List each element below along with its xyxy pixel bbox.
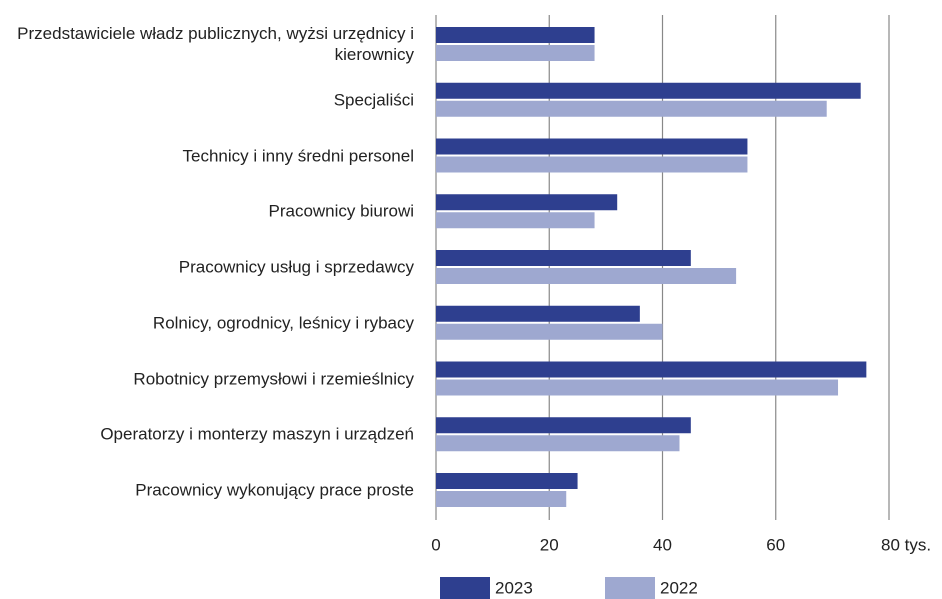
- bar: [436, 156, 748, 173]
- y-tick-label: Pracownicy usług i sprzedawcy: [178, 257, 414, 277]
- bar: [436, 491, 567, 507]
- x-tick-label: 40: [653, 535, 672, 554]
- y-tick-label: Technicy i inny średni personel: [182, 146, 414, 165]
- legend-swatch: [605, 577, 655, 599]
- bar: [436, 305, 640, 322]
- bar: [436, 212, 595, 229]
- bar: [436, 361, 867, 378]
- x-tick-label: 20: [540, 535, 559, 554]
- bar: [436, 435, 680, 452]
- y-tick-label: Rolnicy, ogrodnicy, leśnicy i rybacy: [152, 313, 414, 333]
- x-tick-label: 0: [431, 535, 440, 554]
- x-tick-label: 80 tys.: [881, 535, 931, 554]
- bar: [436, 268, 737, 284]
- bar: [436, 138, 748, 155]
- bar: [436, 250, 691, 266]
- y-tick-label: Przedstawiciele władz publicznych, wyżsi…: [17, 24, 414, 64]
- bar: [436, 323, 663, 340]
- bar: [436, 194, 618, 211]
- y-tick-label: Specjaliści: [333, 90, 414, 110]
- bar: [436, 379, 839, 396]
- bar: [436, 417, 691, 434]
- y-tick-label: Robotnicy przemysłowi i rzemieślnicy: [133, 369, 414, 388]
- legend-label: 2023: [495, 578, 533, 597]
- legend-label: 2022: [660, 578, 698, 597]
- bar: [436, 45, 595, 61]
- y-tick-label: Pracownicy wykonujący prace proste: [135, 480, 414, 500]
- x-tick-label: 60: [766, 535, 785, 554]
- bar: [436, 27, 595, 43]
- bar: [436, 100, 827, 117]
- bar: [436, 82, 861, 99]
- y-tick-label: Pracownicy biurowi: [268, 201, 415, 221]
- y-tick-label: Operatorzy i monterzy maszyn i urządzeń: [100, 424, 414, 444]
- bar: [436, 473, 578, 489]
- legend-swatch: [440, 577, 490, 599]
